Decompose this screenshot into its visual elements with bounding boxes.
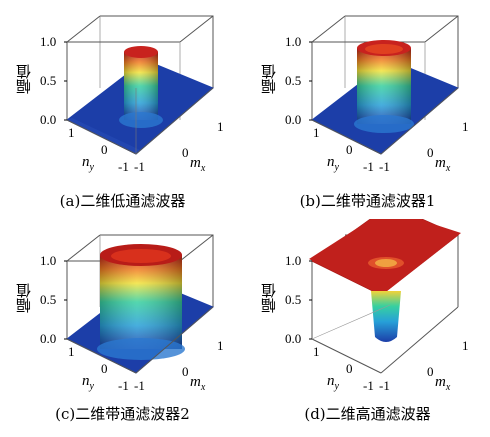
surface-plot-bandpass-1: [309, 15, 459, 155]
panel-bandpass-2: 1.0 0.5 0.0 幅值 1 0 ny -1 -1 0 mx 1 (c)二维…: [0, 219, 245, 437]
mx-tick-m1: -1: [134, 159, 145, 174]
mx-tick-m1: -1: [134, 378, 145, 393]
mx-axis-label: mx: [435, 374, 451, 394]
caption: (a)二维低通滤波器: [59, 192, 186, 210]
panel-highpass: 1.0 0.5 0.0 幅值 1 0 ny -1 -1 0 mx 1 (d)二维…: [245, 219, 490, 437]
mx-tick-1: 1: [462, 119, 469, 134]
ny-tick-0: 0: [101, 142, 108, 157]
y-axis-label: 幅值: [15, 64, 33, 94]
panel-bandpass-1: 1.0 0.5 0.0 幅值 1 0 ny -1 -1 0 mx 1 (b)二维…: [245, 0, 490, 218]
surface-plot-bandpass-2: [64, 234, 214, 374]
z-tick-1: 1.0: [285, 253, 302, 268]
caption: (d)二维高通滤波器: [304, 405, 431, 423]
ny-tick-0: 0: [101, 361, 108, 376]
z-tick-0: 0.0: [285, 112, 302, 127]
surface-plot-highpass: [309, 219, 461, 374]
z-tick-0: 0.0: [285, 331, 302, 346]
mx-axis-label: mx: [190, 374, 206, 394]
ny-tick-m1: -1: [118, 378, 129, 393]
z-tick-1: 1.0: [40, 34, 57, 49]
panel-lowpass: 1.0 0.5 0.0 幅值 1 0 ny -1 -1 0 mx 1 (a)二维…: [0, 0, 245, 218]
caption: (b)二维带通滤波器1: [299, 192, 436, 210]
ny-tick-m1: -1: [118, 159, 129, 174]
ny-tick-1: 1: [313, 125, 320, 140]
mx-tick-m1: -1: [379, 159, 390, 174]
mx-tick-0: 0: [182, 364, 189, 379]
mx-tick-1: 1: [217, 338, 224, 353]
z-tick-05: 0.5: [40, 292, 57, 307]
y-axis-label: 幅值: [15, 283, 33, 313]
y-axis-label: 幅值: [260, 283, 278, 313]
mx-tick-0: 0: [427, 145, 434, 160]
ny-axis-label: ny: [82, 154, 94, 174]
ny-axis-label: ny: [327, 373, 339, 393]
ny-tick-1: 1: [313, 344, 320, 359]
z-tick-0: 0.0: [40, 112, 57, 127]
ny-tick-0: 0: [346, 142, 353, 157]
y-axis-label: 幅值: [260, 64, 278, 94]
z-tick-05: 0.5: [285, 73, 302, 88]
z-tick-1: 1.0: [285, 34, 302, 49]
mx-tick-1: 1: [462, 338, 469, 353]
ny-tick-1: 1: [68, 125, 75, 140]
z-tick-0: 0.0: [40, 331, 57, 346]
surface-plot-lowpass: [64, 15, 214, 155]
mx-axis-label: mx: [435, 155, 451, 175]
mx-tick-0: 0: [427, 364, 434, 379]
mx-tick-1: 1: [217, 119, 224, 134]
z-tick-05: 0.5: [285, 292, 302, 307]
mx-tick-0: 0: [182, 145, 189, 160]
z-tick-05: 0.5: [40, 73, 57, 88]
mx-axis-label: mx: [190, 155, 206, 175]
ny-tick-0: 0: [346, 361, 353, 376]
ny-axis-label: ny: [327, 154, 339, 174]
z-tick-1: 1.0: [40, 253, 57, 268]
ny-tick-1: 1: [68, 344, 75, 359]
ny-tick-m1: -1: [363, 159, 374, 174]
caption: (c)二维带通滤波器2: [55, 405, 190, 423]
ny-tick-m1: -1: [363, 378, 374, 393]
ny-axis-label: ny: [82, 373, 94, 393]
mx-tick-m1: -1: [379, 378, 390, 393]
